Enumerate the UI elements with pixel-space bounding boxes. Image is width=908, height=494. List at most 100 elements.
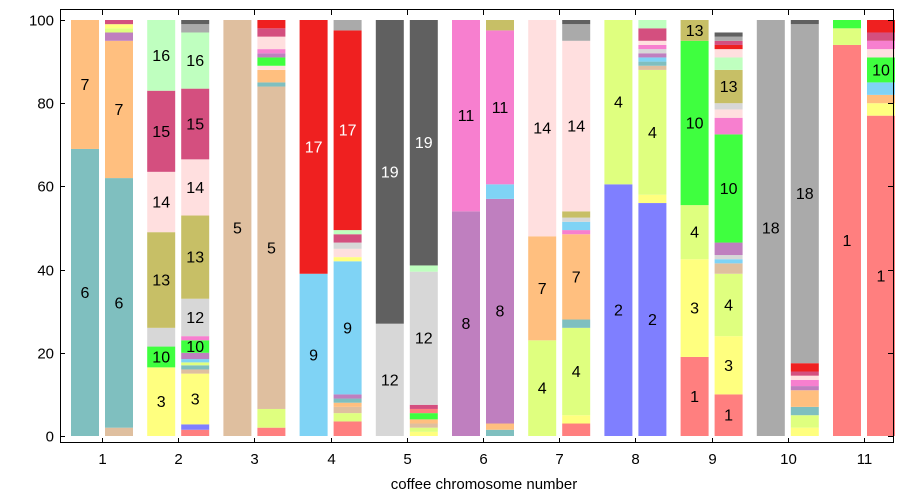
bar-segment-4	[333, 413, 362, 422]
bar-segment-10	[867, 57, 895, 83]
bar-1-2: 67	[105, 20, 133, 436]
bar-segment-3	[790, 427, 819, 436]
bar-segment-6	[486, 429, 514, 436]
bar-segment-16	[333, 230, 362, 235]
segment-label: 5	[233, 221, 242, 238]
bar-segment-4	[680, 205, 709, 260]
bar-segment-15	[181, 88, 210, 160]
bar-segment-6	[105, 178, 133, 428]
bar-segment-14	[714, 49, 743, 58]
segment-label: 7	[115, 102, 124, 119]
bar-segment-2	[181, 424, 210, 430]
x-tick-label: 2	[174, 451, 182, 468]
segment-label: 15	[186, 117, 204, 134]
x-tick-label: 3	[250, 451, 258, 468]
segment-label: 3	[690, 301, 699, 318]
bar-segment-10	[409, 413, 438, 420]
y-axis: 0 20 40 60 80 100	[29, 13, 893, 446]
bar-segment-9	[181, 359, 210, 363]
bar-segment-13	[147, 232, 176, 328]
bar-segment-11	[714, 117, 743, 135]
x-tick-label: 9	[708, 451, 716, 468]
bar-segment-8	[105, 32, 133, 41]
bar-segment-14	[257, 65, 286, 70]
bar-1-1: 67	[71, 20, 99, 436]
bar-segment-6	[638, 61, 667, 66]
bar-segment-8	[181, 352, 210, 360]
x-tick-label: 7	[555, 451, 563, 468]
segment-label: 10	[872, 62, 890, 79]
bar-segment-12	[562, 217, 591, 222]
bar-segment-3	[638, 194, 667, 204]
segment-label: 8	[462, 316, 471, 333]
bar-segment-11	[562, 230, 591, 235]
segment-label: 18	[796, 186, 814, 203]
segment-label: 12	[415, 331, 433, 348]
bar-3-1: 5	[223, 20, 252, 436]
bar-segment-8	[257, 53, 286, 58]
bar-segment-14	[638, 40, 667, 45]
segment-label: 10	[186, 339, 204, 356]
segment-label: 4	[572, 364, 581, 381]
bar-11-1: 1	[833, 20, 861, 437]
bar-segment-3	[867, 103, 895, 116]
bar-3-2: 5	[257, 20, 286, 436]
bar-segment-15	[790, 371, 819, 376]
bar-segment-16	[638, 20, 667, 29]
bar-segment-14	[790, 375, 819, 380]
bar-segment-13	[714, 69, 743, 104]
bar-segment-9	[486, 184, 514, 199]
segment-label: 14	[152, 195, 170, 212]
segment-label: 1	[690, 389, 699, 406]
segment-label: 6	[81, 285, 90, 302]
bar-segment-10	[147, 346, 176, 368]
segment-label: 3	[724, 358, 733, 375]
segment-label: 4	[614, 95, 623, 112]
bar-segment-6	[562, 319, 591, 328]
bar-segment-2	[638, 203, 667, 436]
bar-segment-14	[257, 36, 286, 50]
bar-10-1: 18	[756, 20, 785, 436]
x-axis-title: coffee chromosome number	[391, 476, 577, 493]
x-tick-label: 4	[327, 451, 335, 468]
bar-segment-12	[375, 323, 404, 436]
bar-segment-9	[638, 57, 667, 62]
segment-label: 8	[496, 304, 505, 321]
y-tick-label: 20	[37, 346, 54, 363]
segment-label: 2	[648, 312, 657, 329]
segment-label: 4	[724, 297, 733, 314]
bar-segment-14	[181, 159, 210, 216]
bar-segment-1	[833, 44, 861, 437]
bar-segment-8	[714, 242, 743, 256]
segment-label: 3	[157, 394, 166, 411]
bar-segment-19	[790, 20, 819, 25]
segment-label: 7	[538, 281, 547, 298]
bar-segment-1	[333, 421, 362, 436]
segment-label: 1	[843, 233, 852, 250]
bar-segment-6	[333, 398, 362, 403]
x-tick-label: 8	[631, 451, 639, 468]
bar-segment-4	[105, 28, 133, 33]
bar-segment-13	[486, 20, 514, 31]
bar-segment-15	[409, 404, 438, 409]
bar-segment-18	[790, 24, 819, 364]
segment-label: 9	[309, 347, 318, 364]
bar-segment-3	[562, 415, 591, 424]
bar-segment-4	[409, 427, 438, 432]
bar-segment-19	[562, 20, 591, 25]
bar-segment-5	[181, 369, 210, 374]
bar-4-1: 9 17	[299, 20, 328, 436]
bar-segment-18	[562, 24, 591, 41]
bar-segment-12	[333, 242, 362, 249]
bar-segment-9	[714, 259, 743, 264]
bar-segment-17	[867, 20, 895, 33]
segment-label: 18	[762, 221, 780, 238]
bar-segment-5	[223, 20, 252, 436]
bar-segment-3	[181, 373, 210, 425]
bar-segment-4	[833, 28, 861, 45]
segment-label: 10	[686, 115, 704, 132]
segment-label: 7	[572, 269, 581, 286]
bar-segment-8	[452, 211, 480, 436]
